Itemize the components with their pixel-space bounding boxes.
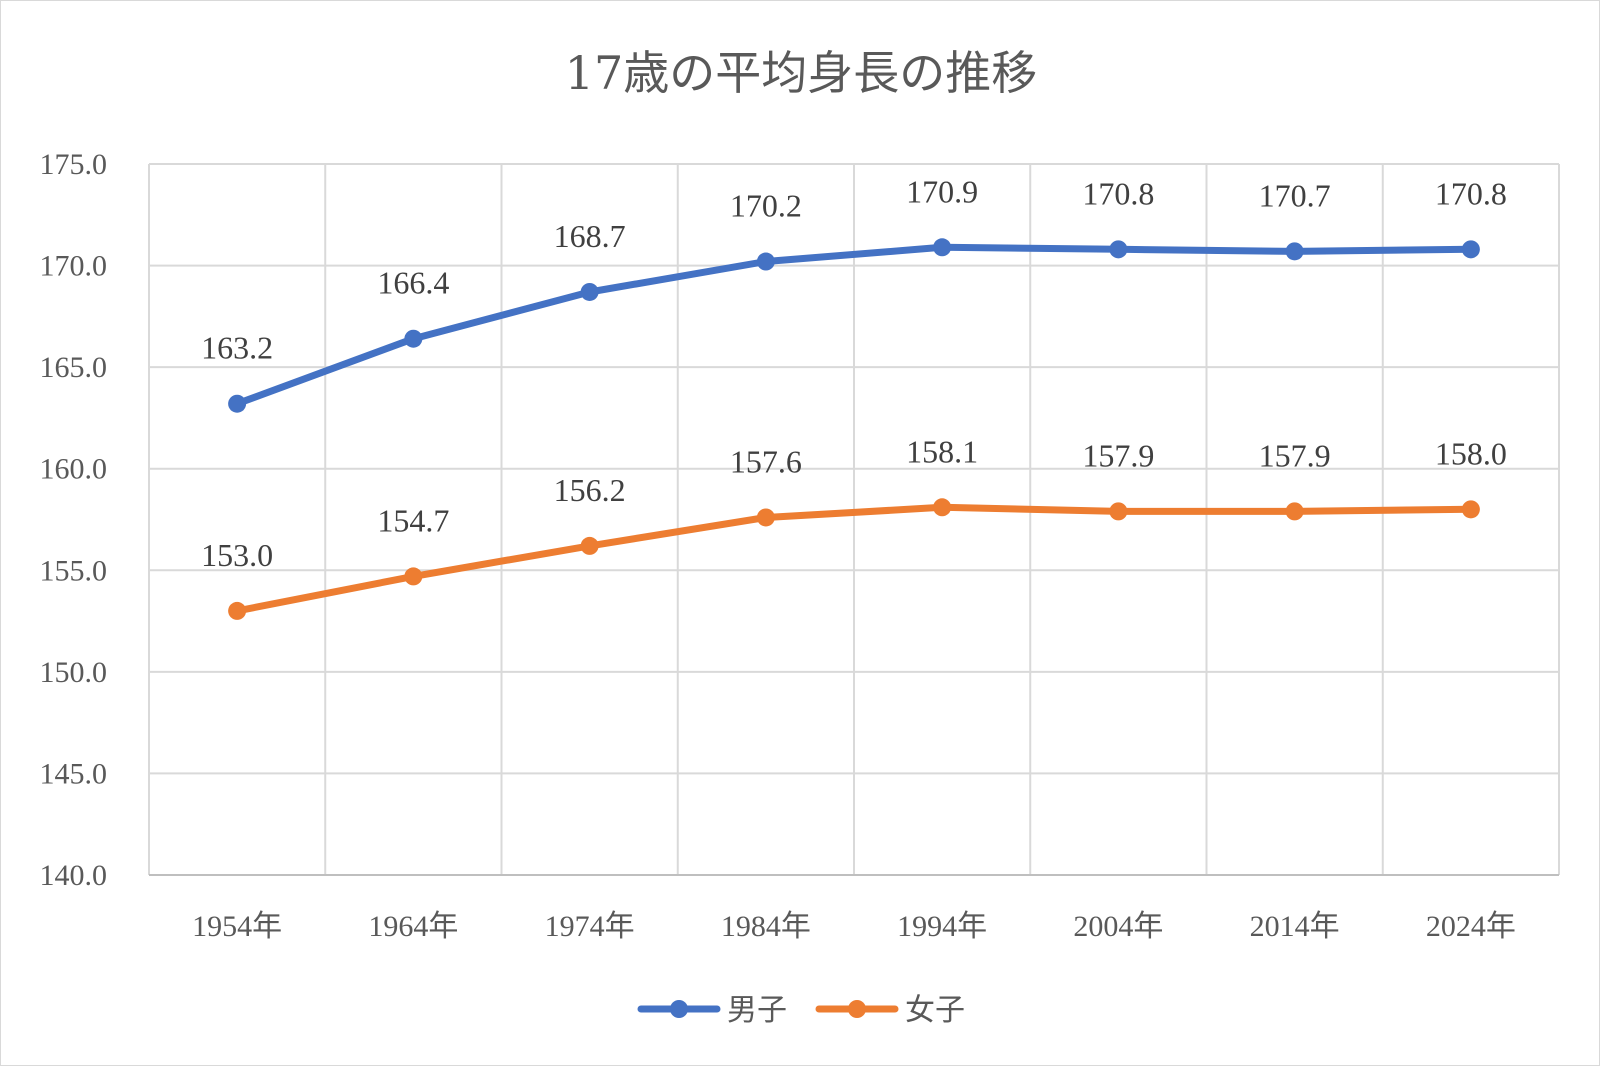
y-tick-label: 150.0 [40,656,108,689]
series-lines [228,238,1480,620]
data-point [933,238,952,257]
data-point [1461,240,1480,259]
data-point [228,601,247,620]
data-label: 158.0 [1435,435,1507,471]
data-label: 163.2 [201,330,273,366]
y-tick-label: 170.0 [40,250,108,283]
data-point [756,252,775,271]
y-tick-label: 175.0 [40,148,108,181]
legend-swatch-marker [670,1000,688,1018]
y-tick-label: 160.0 [40,453,108,486]
data-label: 168.7 [554,218,626,254]
data-label: 156.2 [554,472,626,508]
y-tick-label: 165.0 [40,351,108,384]
x-tick-label: 2004年 [1073,910,1163,943]
x-tick-label: 1974年 [545,910,635,943]
data-point [580,282,599,301]
x-tick-label: 2014年 [1250,910,1340,943]
data-point [404,567,423,586]
x-axis: 1954年 1964年 1974年 1984年 1994年 2004年 2014年 2024年 [149,874,1559,943]
data-label: 170.8 [1082,175,1154,211]
chart-title: 17歳の平均身長の推移 [565,46,1038,100]
series-line-1 [233,503,1475,615]
legend-label: 女子 [905,993,965,1028]
y-axis: 140.0 145.0 150.0 155.0 160.0 165.0 170.0 175.0 [40,148,108,892]
data-label: 170.8 [1435,175,1507,211]
x-tick-label: 1984年 [721,910,811,943]
series-line-0 [233,243,1475,408]
data-point [1285,242,1304,261]
data-label: 157.6 [730,443,802,479]
y-tick-label: 145.0 [40,757,108,790]
legend: 男子 女子 [637,993,965,1028]
data-label: 154.7 [377,502,449,538]
data-label: 153.0 [201,537,273,573]
data-label: 157.9 [1082,437,1154,473]
x-tick-label: 1994年 [897,910,987,943]
data-label: 170.9 [906,173,978,209]
data-point [228,394,247,413]
data-labels: 163.2 166.4 168.7 170.2 170.9 170.8 170.7 170.8… [201,173,1507,573]
legend-swatch-marker [848,1000,866,1018]
data-point [580,536,599,555]
data-label: 157.9 [1259,437,1331,473]
data-label: 170.2 [730,188,802,224]
x-tick-label: 1964年 [368,910,458,943]
data-point [1109,240,1128,259]
data-point [1461,500,1480,519]
x-tick-label: 2024年 [1426,910,1516,943]
x-tick-label: 1954年 [192,910,282,943]
y-tick-label: 155.0 [40,554,108,587]
legend-label: 男子 [727,993,787,1028]
data-point [1109,502,1128,521]
data-label: 158.1 [906,433,978,469]
data-point [933,498,952,517]
data-label: 166.4 [377,265,449,301]
gridlines [148,163,1560,875]
data-label: 170.7 [1259,177,1331,213]
data-point [1285,502,1304,521]
data-point [756,508,775,527]
data-point [404,329,423,348]
y-tick-label: 140.0 [40,859,108,892]
